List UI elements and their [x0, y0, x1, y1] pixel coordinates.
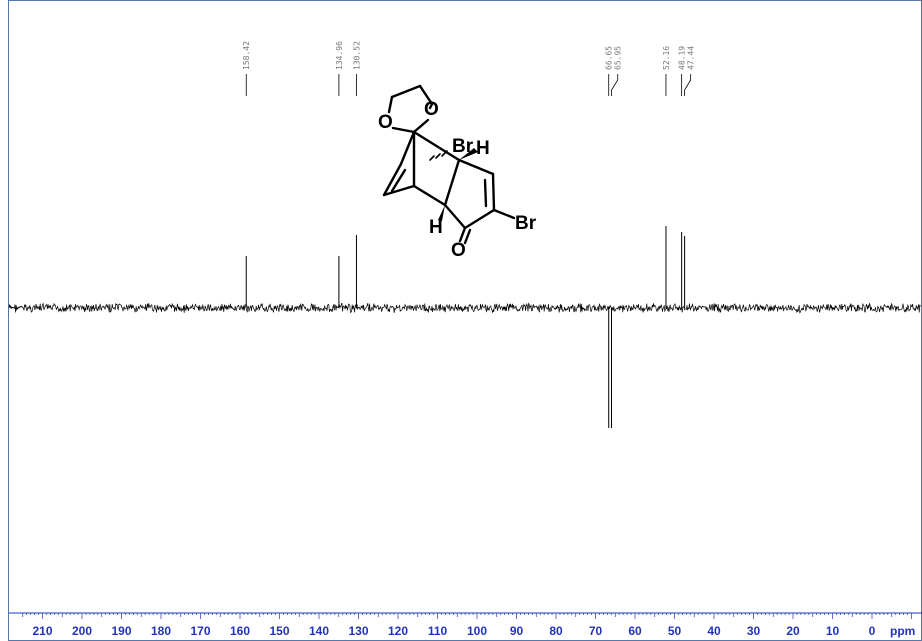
- x-axis-minor-ticks: [22, 613, 912, 619]
- peak-label-2: 130.52: [352, 41, 361, 70]
- atom-label-oxygen: O: [378, 112, 393, 133]
- peak-label-7: 47.44: [687, 46, 696, 70]
- x-tick-label-40: 40: [707, 624, 721, 638]
- x-tick-label-210: 210: [32, 624, 52, 638]
- baseline-noise: [8, 302, 921, 314]
- x-tick-label-70: 70: [589, 624, 603, 638]
- atom-label-oxygen: O: [451, 240, 466, 261]
- molecule-structure: [382, 84, 516, 245]
- peak-labels: 158.42 134.96 130.52 66.65 65.95 52.16 48.19 47…: [242, 41, 696, 96]
- x-tick-label-180: 180: [151, 624, 171, 638]
- x-axis-tick-labels: 210 200 190 180 170 160 150 140 130 120 110 100 90 80…: [32, 624, 875, 638]
- atom-label-oxygen: O: [424, 99, 439, 120]
- peak-label-6: 48.19: [678, 46, 687, 70]
- x-tick-label-110: 110: [428, 624, 448, 638]
- peak-label-1: 134.96: [335, 41, 344, 70]
- peak-label-5: 52.16: [662, 46, 671, 70]
- x-axis-unit-label: ppm: [890, 624, 915, 638]
- x-tick-label-160: 160: [230, 624, 250, 638]
- x-axis: 210 200 190 180 170 160 150 140 130 120 110 100 90 80…: [9, 612, 922, 638]
- atom-label-bromine: Br: [452, 136, 474, 157]
- x-tick-label-80: 80: [549, 624, 563, 638]
- x-tick-label-100: 100: [467, 624, 487, 638]
- peak-leader-4: [611, 74, 619, 96]
- x-tick-label-130: 130: [348, 624, 368, 638]
- x-tick-label-120: 120: [388, 624, 408, 638]
- wedge-bond: [459, 148, 478, 160]
- x-tick-label-140: 140: [309, 624, 329, 638]
- baseline-trace: [8, 302, 921, 314]
- x-tick-label-190: 190: [111, 624, 131, 638]
- x-tick-label-0: 0: [869, 624, 876, 638]
- peak-label-3: 66.65: [605, 46, 614, 70]
- x-tick-label-200: 200: [72, 624, 92, 638]
- peak-label-0: 158.42: [242, 41, 251, 70]
- atom-label-hydrogen: H: [476, 138, 490, 159]
- wedge-bond: [438, 205, 445, 221]
- x-tick-label-150: 150: [269, 624, 289, 638]
- peak-lines: [245, 226, 686, 428]
- peak-label-4: 65.95: [614, 46, 623, 70]
- x-tick-label-50: 50: [668, 624, 682, 638]
- atom-label-hydrogen: H: [429, 217, 443, 238]
- plot-frame: [8, 0, 922, 641]
- x-tick-label-90: 90: [510, 624, 524, 638]
- x-tick-label-170: 170: [190, 624, 210, 638]
- x-tick-label-20: 20: [786, 624, 800, 638]
- x-tick-label-30: 30: [747, 624, 761, 638]
- peak-leader-7: [684, 74, 692, 96]
- x-tick-label-60: 60: [628, 624, 642, 638]
- x-tick-label-10: 10: [826, 624, 840, 638]
- atom-label-bromine: Br: [515, 213, 537, 234]
